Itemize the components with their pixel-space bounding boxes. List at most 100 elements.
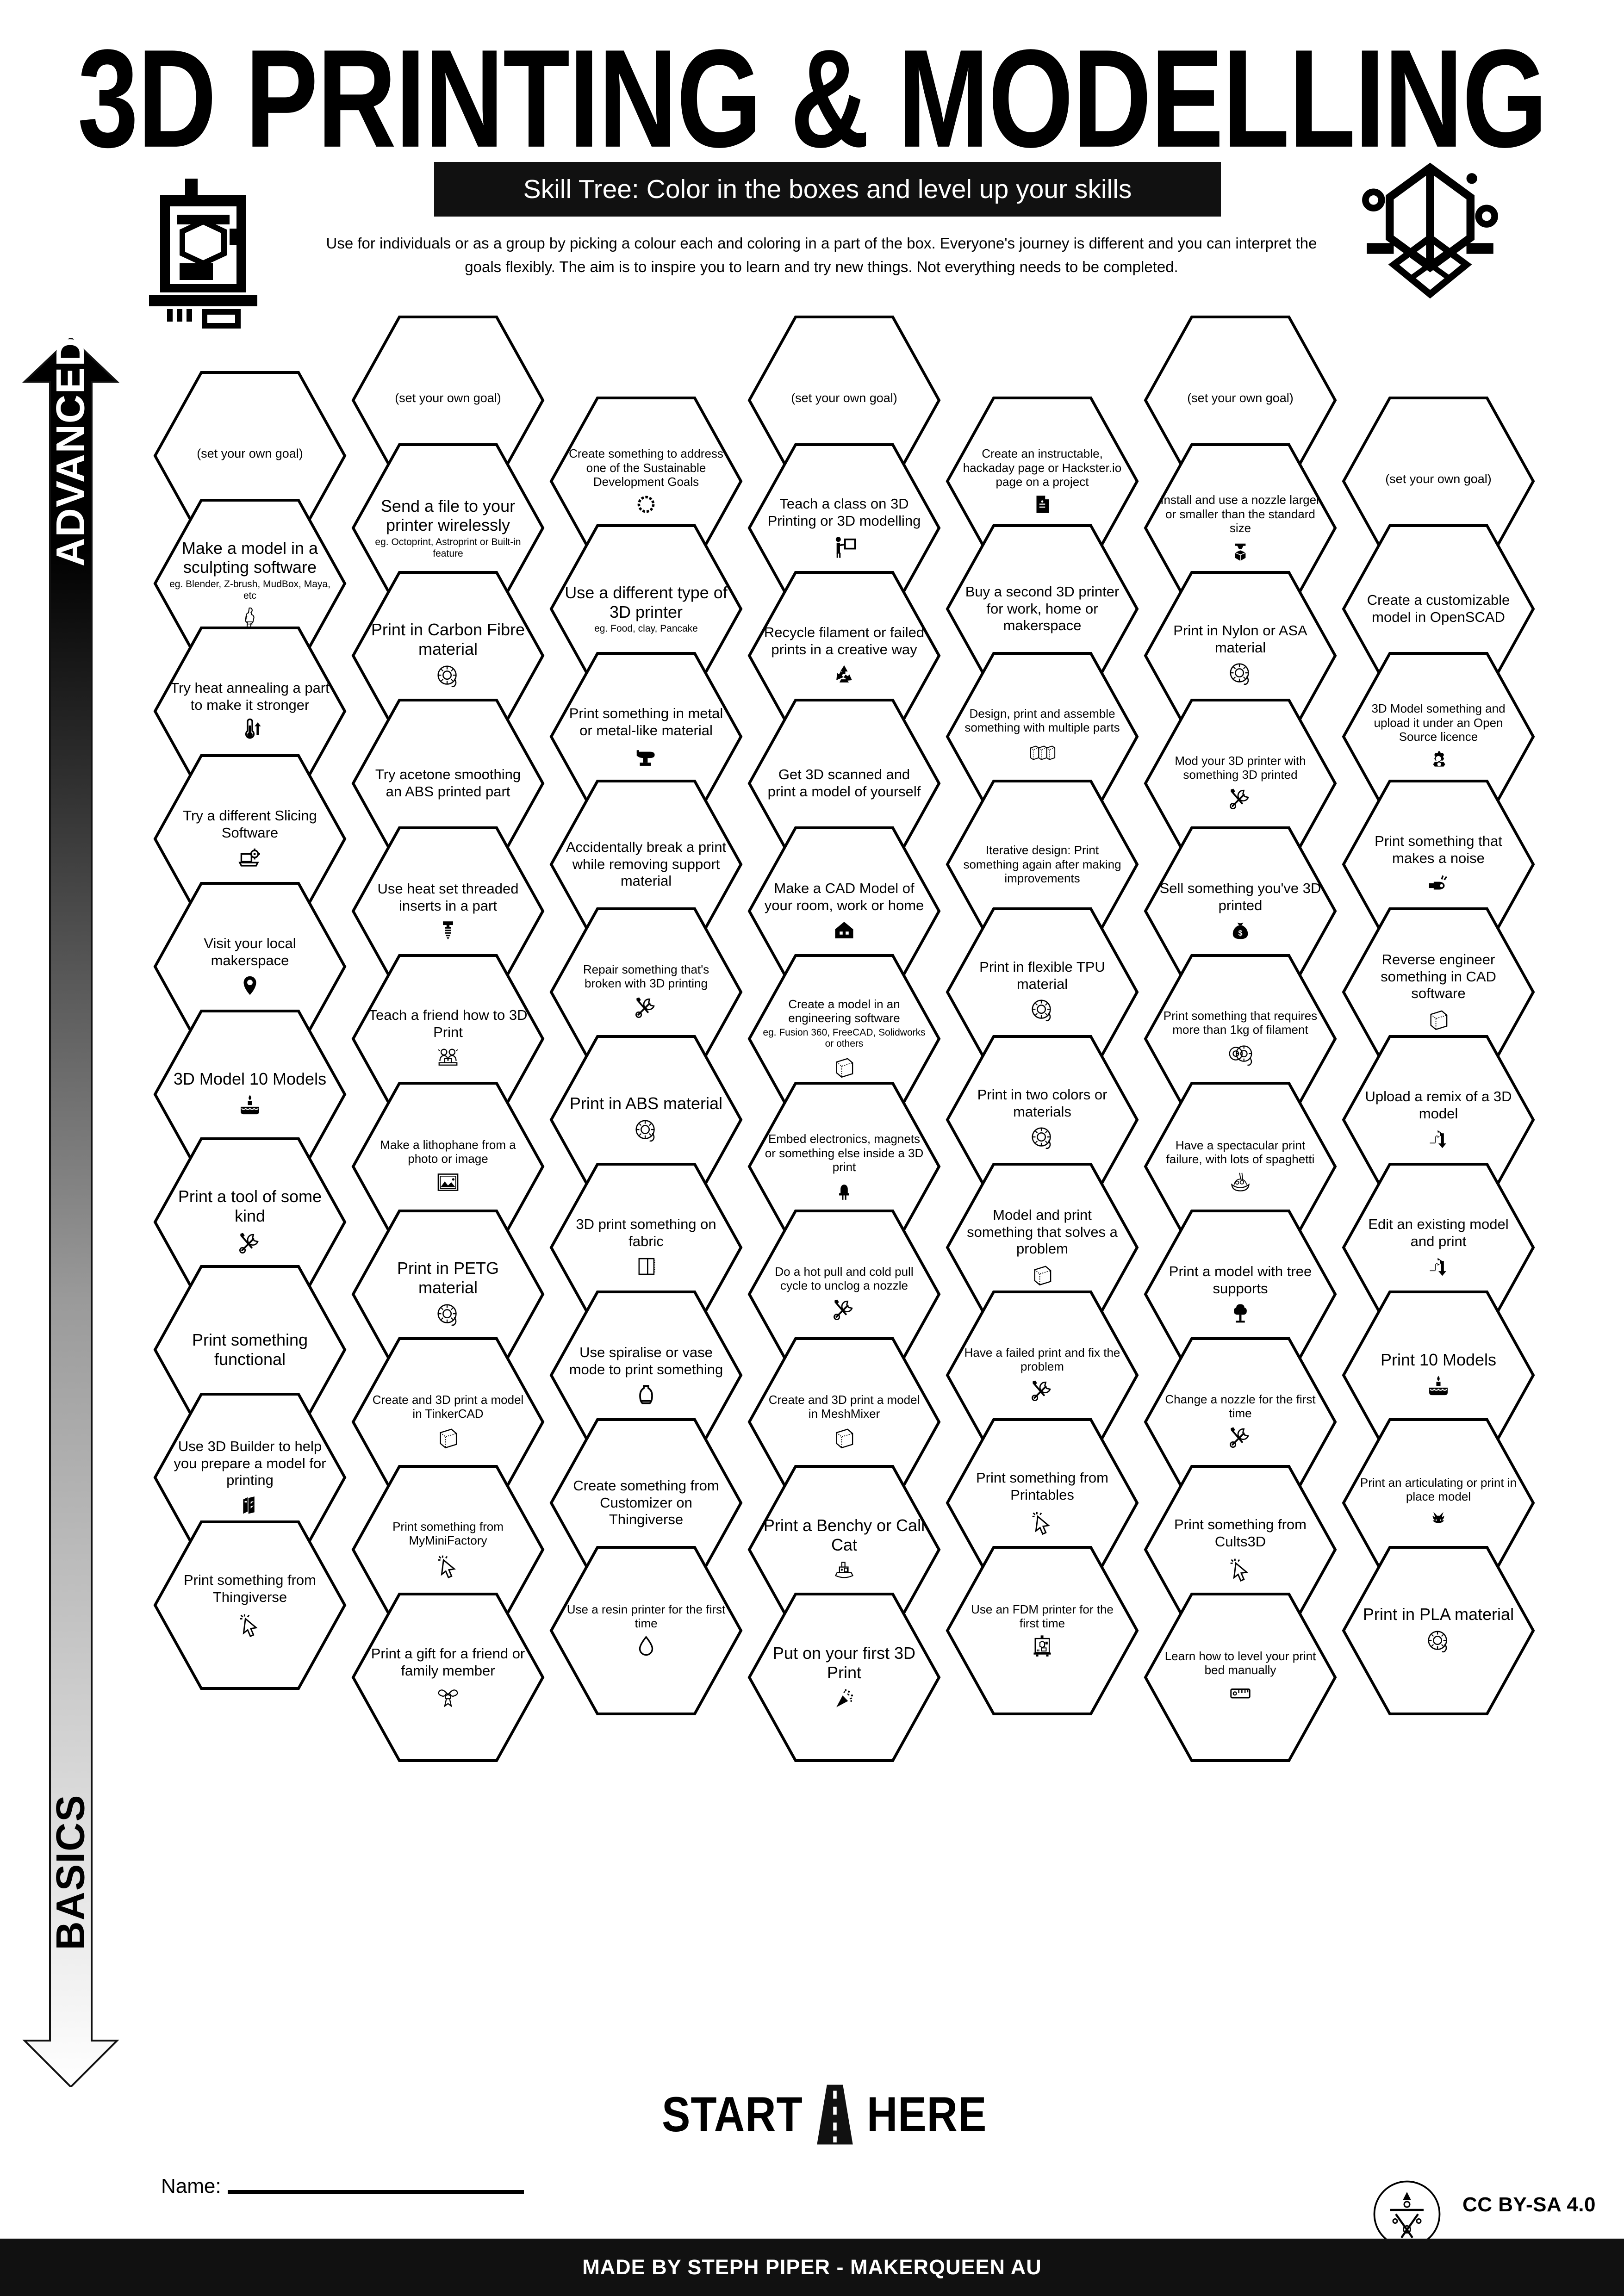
hex-label: Try a different Slicing Software	[183, 807, 317, 841]
hex-content: Print something from Printables	[961, 1470, 1124, 1536]
hex-content: 3D print something on fabric	[565, 1216, 728, 1278]
hex-content: Print a gift for a friend or family memb…	[367, 1645, 529, 1709]
hex-content: Send a file to your printer wirelessly eg…	[367, 496, 529, 560]
remix-arrows-icon	[1426, 1254, 1451, 1279]
start-word: START	[662, 2087, 803, 2142]
hex-label: Teach a friend how to 3D Print	[368, 1007, 528, 1040]
hex-label: Create and 3D print a model in MeshMixer	[768, 1392, 920, 1421]
hex-content: Print something that makes a noise	[1357, 833, 1520, 895]
hex-content: Model and print something that solves a …	[961, 1207, 1124, 1288]
hex-cell[interactable]: Use a resin printer for the first time	[549, 1545, 743, 1716]
hex-label: (set your own goal)	[791, 391, 897, 405]
hex-content: Use spiralise or vase mode to print some…	[565, 1344, 728, 1406]
hex-content: Accidentally break a print while removin…	[565, 839, 728, 890]
teacher-board-icon	[831, 534, 858, 560]
hex-content: 3D Model something and upload it under a…	[1357, 701, 1520, 771]
recycle-icon	[832, 662, 857, 687]
hex-label: Print something from Cults3D	[1174, 1516, 1307, 1550]
hex-label: Create a model in an engineering softwar…	[788, 997, 900, 1025]
hex-content: Try heat annealing a part to make it str…	[168, 680, 331, 742]
hex-label: Use heat set threaded inserts in a part	[377, 881, 519, 914]
party-popper-icon	[832, 1686, 857, 1711]
hex-label: Make a lithophane from a photo or image	[380, 1137, 516, 1166]
hex-label: Try heat annealing a part to make it str…	[170, 680, 330, 713]
hex-content: Try acetone smoothing an ABS printed par…	[367, 766, 529, 800]
hex-label: Edit an existing model and print	[1368, 1216, 1509, 1249]
hex-content: Get 3D scanned and print a model of your…	[763, 766, 926, 800]
laptop-gear-icon	[237, 845, 262, 870]
hex-label: Print something from MyMiniFactory	[392, 1519, 504, 1547]
hex-content: Use 3D Builder to help you prepare a mod…	[168, 1438, 331, 1517]
hex-content: Print an articulating or print in place …	[1357, 1476, 1520, 1531]
hex-content: Create something to address one of the S…	[565, 447, 728, 515]
hex-label: Print something from Printables	[976, 1470, 1108, 1503]
hex-content: Create an instructable, hackaday page or…	[961, 447, 1124, 515]
hex-content: Mod your 3D printer with something 3D pr…	[1159, 754, 1322, 813]
name-input-rule[interactable]	[227, 2190, 524, 2194]
hex-cell[interactable]: Put on your first 3D Print	[747, 1592, 941, 1763]
hex-content: Learn how to level your print bed manual…	[1159, 1649, 1322, 1706]
resin-drop-icon	[634, 1634, 659, 1659]
hex-label: (set your own goal)	[1385, 472, 1492, 486]
document-icon	[1031, 493, 1054, 516]
ruler-icon	[1228, 1681, 1253, 1706]
hex-content: Put on your first 3D Print	[763, 1644, 926, 1711]
hex-label: Print something that makes a noise	[1375, 833, 1502, 866]
hex-label: (set your own goal)	[197, 447, 303, 461]
hex-label: Buy a second 3D printer for work, home o…	[965, 583, 1120, 634]
gears-icon	[1426, 748, 1450, 772]
footer-credit: MADE BY STEPH PIPER - MAKERQUEEN AU	[582, 2255, 1042, 2279]
hex-content: Use a resin printer for the first time	[565, 1602, 728, 1659]
hex-content: (set your own goal)	[1159, 391, 1322, 406]
svg-text:$: $	[1238, 929, 1242, 937]
hex-label: Sell something you've 3D printed	[1159, 880, 1321, 913]
hex-label: Model and print something that solves a …	[967, 1207, 1118, 1257]
hex-label: Print in flexible TPU material	[979, 959, 1105, 992]
location-pin-icon	[237, 973, 262, 998]
hex-content: (set your own goal)	[367, 391, 529, 406]
hex-label: Upload a remix of a 3D model	[1365, 1088, 1512, 1122]
hex-label: Design, print and assemble something wit…	[964, 706, 1120, 734]
hex-label: Print in ABS material	[569, 1094, 723, 1113]
hex-label: Create an instructable, hackaday page or…	[963, 447, 1122, 489]
difficulty-axis-arrow: ADVANCED BASICS	[18, 336, 124, 2088]
fdm-printer-icon	[1030, 1634, 1055, 1659]
whistle-icon	[1426, 871, 1451, 896]
name-field[interactable]: Name:	[161, 2175, 524, 2198]
filament-spool-icon	[1424, 1628, 1453, 1657]
hex-label: Recycle filament or failed prints in a c…	[764, 624, 925, 658]
hex-label: Try acetone smoothing an ABS printed par…	[375, 766, 521, 800]
hex-label: Make a model in a sculpting software	[181, 538, 318, 577]
hex-cell[interactable]: Use an FDM printer for the first time	[945, 1545, 1139, 1716]
hex-label: Have a failed print and fix the problem	[964, 1345, 1120, 1373]
hex-content: (set your own goal)	[1357, 472, 1520, 487]
wireframe-cube-icon	[831, 1424, 858, 1451]
hex-label: Print an articulating or print in place …	[1360, 1475, 1517, 1503]
road-icon	[815, 2085, 855, 2145]
hex-content: Print in Carbon Fibre material	[367, 620, 529, 691]
hex-cell[interactable]: Print in PLA material	[1341, 1545, 1536, 1716]
subtitle-banner: Skill Tree: Color in the boxes and level…	[434, 162, 1221, 217]
hex-content: Print a Benchy or Cali Cat	[763, 1516, 926, 1583]
led-icon	[833, 1178, 856, 1201]
hex-label: Print something from Thingiverse	[184, 1572, 316, 1605]
hex-content: Print something from Thingiverse	[168, 1572, 331, 1638]
anvil-icon	[634, 743, 659, 768]
hex-label: Print in Nylon or ASA material	[1173, 622, 1307, 656]
hex-content: Upload a remix of a 3D model	[1357, 1088, 1520, 1151]
cursor-click-icon	[236, 1610, 264, 1638]
wireframe-cube-icon	[1425, 1006, 1452, 1033]
hex-label: Change a nozzle for the first time	[1165, 1392, 1316, 1420]
hex-label: Do a hot pull and cold pull cycle to unc…	[775, 1264, 914, 1292]
hex-cell[interactable]: Print a gift for a friend or family memb…	[351, 1592, 545, 1763]
wireframe-cube-icon	[435, 1424, 461, 1451]
hex-cell[interactable]: Print something from Thingiverse	[153, 1520, 347, 1691]
hex-label: Create something from Customizer on Thin…	[573, 1477, 719, 1528]
hex-content: Create a customizable model in OpenSCAD	[1357, 592, 1520, 626]
hex-content: Print 10 Models	[1357, 1350, 1520, 1400]
fabric-icon	[634, 1254, 659, 1279]
hex-sublabel: eg. Octoprint, Astroprint or Built-in fe…	[375, 537, 521, 559]
filament-spool-icon	[1226, 660, 1255, 689]
hex-cell[interactable]: Learn how to level your print bed manual…	[1143, 1592, 1338, 1763]
